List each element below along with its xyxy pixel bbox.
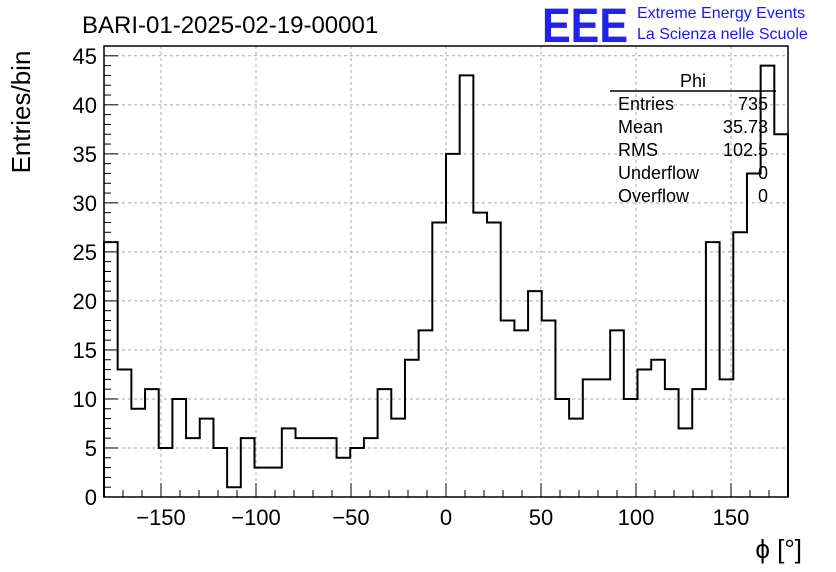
histogram-outline bbox=[103, 64, 789, 497]
y-tick-label: 15 bbox=[73, 338, 97, 363]
stats-value: 35.73 bbox=[723, 117, 768, 137]
eee-logo: EEE Extreme Energy Events La Scienza nel… bbox=[542, 0, 808, 53]
x-tick-label: 100 bbox=[618, 505, 655, 530]
stats-label: RMS bbox=[618, 140, 658, 160]
chart-title: BARI-01-2025-02-19-00001 bbox=[82, 12, 378, 39]
y-tick-label: 45 bbox=[73, 44, 97, 69]
x-tick-label: 50 bbox=[529, 505, 553, 530]
y-tick-label: 25 bbox=[73, 240, 97, 265]
y-tick-label: 0 bbox=[85, 485, 97, 510]
eee-logo-line2: La Scienza nelle Scuole bbox=[637, 26, 808, 43]
x-tick-label: 150 bbox=[713, 505, 750, 530]
x-axis-ticks: −150 −100 −50 0 50 100 150 bbox=[122, 483, 789, 530]
stats-value: 735 bbox=[738, 94, 768, 114]
y-tick-label: 5 bbox=[85, 436, 97, 461]
y-axis-label: Entries/bin bbox=[6, 51, 36, 174]
stats-value: 0 bbox=[758, 163, 768, 183]
y-tick-label: 35 bbox=[73, 142, 97, 167]
stats-label: Underflow bbox=[618, 163, 700, 183]
stats-label: Overflow bbox=[618, 186, 690, 206]
x-tick-label: −50 bbox=[332, 505, 369, 530]
x-tick-label: −100 bbox=[231, 505, 281, 530]
x-tick-label: −150 bbox=[136, 505, 186, 530]
x-tick-label: 0 bbox=[440, 505, 452, 530]
stats-box: Phi Entries 735 Mean 35.73 RMS 102.5 Underflow… bbox=[610, 71, 776, 206]
eee-logo-line1: Extreme Energy Events bbox=[637, 5, 805, 22]
stats-value: 102.5 bbox=[723, 140, 768, 160]
stats-label: Mean bbox=[618, 117, 663, 137]
y-axis-ticks: 0 5 10 15 20 25 30 35 40 45 bbox=[73, 44, 118, 510]
y-tick-label: 40 bbox=[73, 93, 97, 118]
y-tick-label: 20 bbox=[73, 289, 97, 314]
y-tick-label: 10 bbox=[73, 387, 97, 412]
stats-title: Phi bbox=[680, 71, 706, 91]
x-axis-label: ϕ [°] bbox=[755, 534, 802, 564]
stats-value: 0 bbox=[758, 186, 768, 206]
eee-logo-mark: EEE bbox=[542, 0, 628, 53]
stats-label: Entries bbox=[618, 94, 674, 114]
y-tick-label: 30 bbox=[73, 191, 97, 216]
